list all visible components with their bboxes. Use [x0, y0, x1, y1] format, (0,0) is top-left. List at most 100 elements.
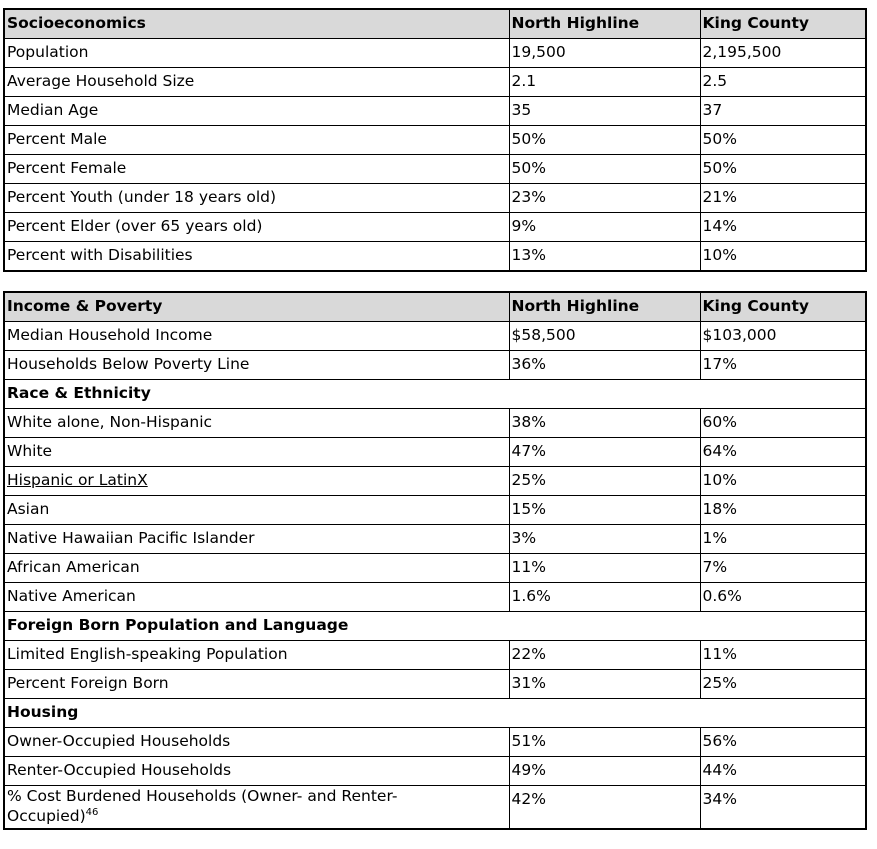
value-cell: 1.6% [508, 582, 701, 612]
value-cell: 7% [699, 553, 867, 583]
value-cell: 11% [699, 640, 867, 670]
value-cell: 50% [508, 125, 701, 155]
value-cell: $58,500 [508, 321, 701, 351]
section-row: Foreign Born Population and Language [3, 611, 867, 641]
value-cell: 37 [699, 96, 867, 126]
value-cell: 50% [699, 154, 867, 184]
table-row: White 47% 64% [3, 437, 867, 467]
table-row: Median Age 35 37 [3, 96, 867, 126]
table-row: African American 11% 7% [3, 553, 867, 583]
value-cell: 47% [508, 437, 701, 467]
value-cell: $103,000 [699, 321, 867, 351]
value-cell: 10% [699, 466, 867, 496]
row-label: Percent Foreign Born [3, 669, 510, 699]
row-label: Households Below Poverty Line [3, 350, 510, 380]
row-label: Native American [3, 582, 510, 612]
row-label: Median Household Income [3, 321, 510, 351]
value-cell: 9% [508, 212, 701, 242]
value-cell: 50% [699, 125, 867, 155]
value-cell: 11% [508, 553, 701, 583]
table-row: Median Household Income $58,500 $103,000 [3, 321, 867, 351]
value-cell: 15% [508, 495, 701, 525]
label-text: % Cost Burdened Households (Owner- and R… [7, 787, 398, 825]
row-label: Median Age [3, 96, 510, 126]
value-cell: 38% [508, 408, 701, 438]
value-cell: 14% [699, 212, 867, 242]
value-cell: 34% [699, 785, 867, 830]
table-row: Native Hawaiian Pacific Islander 3% 1% [3, 524, 867, 554]
value-cell: 21% [699, 183, 867, 213]
tables: Socioeconomics North Highline King County P… [3, 8, 867, 849]
row-label: Renter-Occupied Households [3, 756, 510, 786]
value-cell: 64% [699, 437, 867, 467]
header-cell: North Highline [508, 291, 701, 322]
row-label: Percent Female [3, 154, 510, 184]
table-row: Average Household Size 2.1 2.5 [3, 67, 867, 97]
row-label: Average Household Size [3, 67, 510, 97]
table-row: Percent Elder (over 65 years old) 9% 14% [3, 212, 867, 242]
value-cell: 0.6% [699, 582, 867, 612]
value-cell: 3% [508, 524, 701, 554]
value-cell: 56% [699, 727, 867, 757]
value-cell: 23% [508, 183, 701, 213]
row-label: White alone, Non-Hispanic [3, 408, 510, 438]
table-row: Percent Youth (under 18 years old) 23% 21% [3, 183, 867, 213]
value-cell: 60% [699, 408, 867, 438]
row-label: African American [3, 553, 510, 583]
header-cell: King County [699, 291, 867, 322]
section-cell: Foreign Born Population and Language [3, 611, 867, 641]
value-cell: 2,195,500 [699, 38, 867, 68]
row-label: Limited English-speaking Population [3, 640, 510, 670]
value-cell: 25% [508, 466, 701, 496]
row-label: Percent with Disabilities [3, 241, 510, 272]
value-cell: 1% [699, 524, 867, 554]
data-table: Income & Poverty North Highline King Count… [3, 291, 867, 830]
footnote-ref: 46 [85, 806, 99, 818]
header-row: Socioeconomics North Highline King County [3, 8, 867, 39]
table-row: Hispanic or LatinX 25% 10% [3, 466, 867, 496]
value-cell: 18% [699, 495, 867, 525]
row-label: Asian [3, 495, 510, 525]
row-label: Hispanic or LatinX [3, 466, 510, 496]
section-cell: Housing [3, 698, 867, 728]
header-row: Income & Poverty North Highline King Count… [3, 291, 867, 322]
value-cell: 50% [508, 154, 701, 184]
value-cell: 51% [508, 727, 701, 757]
section-row: Race & Ethnicity [3, 379, 867, 409]
value-cell: 10% [699, 241, 867, 272]
table-row: Renter-Occupied Households 49% 44% [3, 756, 867, 786]
table-row: Percent Female 50% 50% [3, 154, 867, 184]
value-cell: 25% [699, 669, 867, 699]
data-table: Socioeconomics North Highline King County P… [3, 8, 867, 272]
row-label: Percent Male [3, 125, 510, 155]
header-cell: Income & Poverty [3, 291, 510, 322]
row-label: Population [3, 38, 510, 68]
table-row: Limited English-speaking Population 22% 11… [3, 640, 867, 670]
table-row: White alone, Non-Hispanic 38% 60% [3, 408, 867, 438]
value-cell: 17% [699, 350, 867, 380]
value-cell: 36% [508, 350, 701, 380]
row-label: Owner-Occupied Households [3, 727, 510, 757]
table-row: Percent with Disabilities 13% 10% [3, 241, 867, 272]
row-label: Percent Youth (under 18 years old) [3, 183, 510, 213]
row-label: Percent Elder (over 65 years old) [3, 212, 510, 242]
table-row: Native American 1.6% 0.6% [3, 582, 867, 612]
value-cell: 35 [508, 96, 701, 126]
section-cell: Race & Ethnicity [3, 379, 867, 409]
row-label: White [3, 437, 510, 467]
section-row: Housing [3, 698, 867, 728]
table-row: Percent Foreign Born 31% 25% [3, 669, 867, 699]
table-row: Households Below Poverty Line 36% 17% [3, 350, 867, 380]
link[interactable]: Hispanic or LatinX [7, 471, 148, 489]
value-cell: 13% [508, 241, 701, 272]
row-label: % Cost Burdened Households (Owner- and R… [3, 785, 510, 830]
table-row: Percent Male 50% 50% [3, 125, 867, 155]
row-label: Native Hawaiian Pacific Islander [3, 524, 510, 554]
value-cell: 31% [508, 669, 701, 699]
table-row: Population 19,500 2,195,500 [3, 38, 867, 68]
table-row: Asian 15% 18% [3, 495, 867, 525]
header-cell: North Highline [508, 8, 701, 39]
value-cell: 2.1 [508, 67, 701, 97]
table-row: % Cost Burdened Households (Owner- and R… [3, 785, 867, 830]
